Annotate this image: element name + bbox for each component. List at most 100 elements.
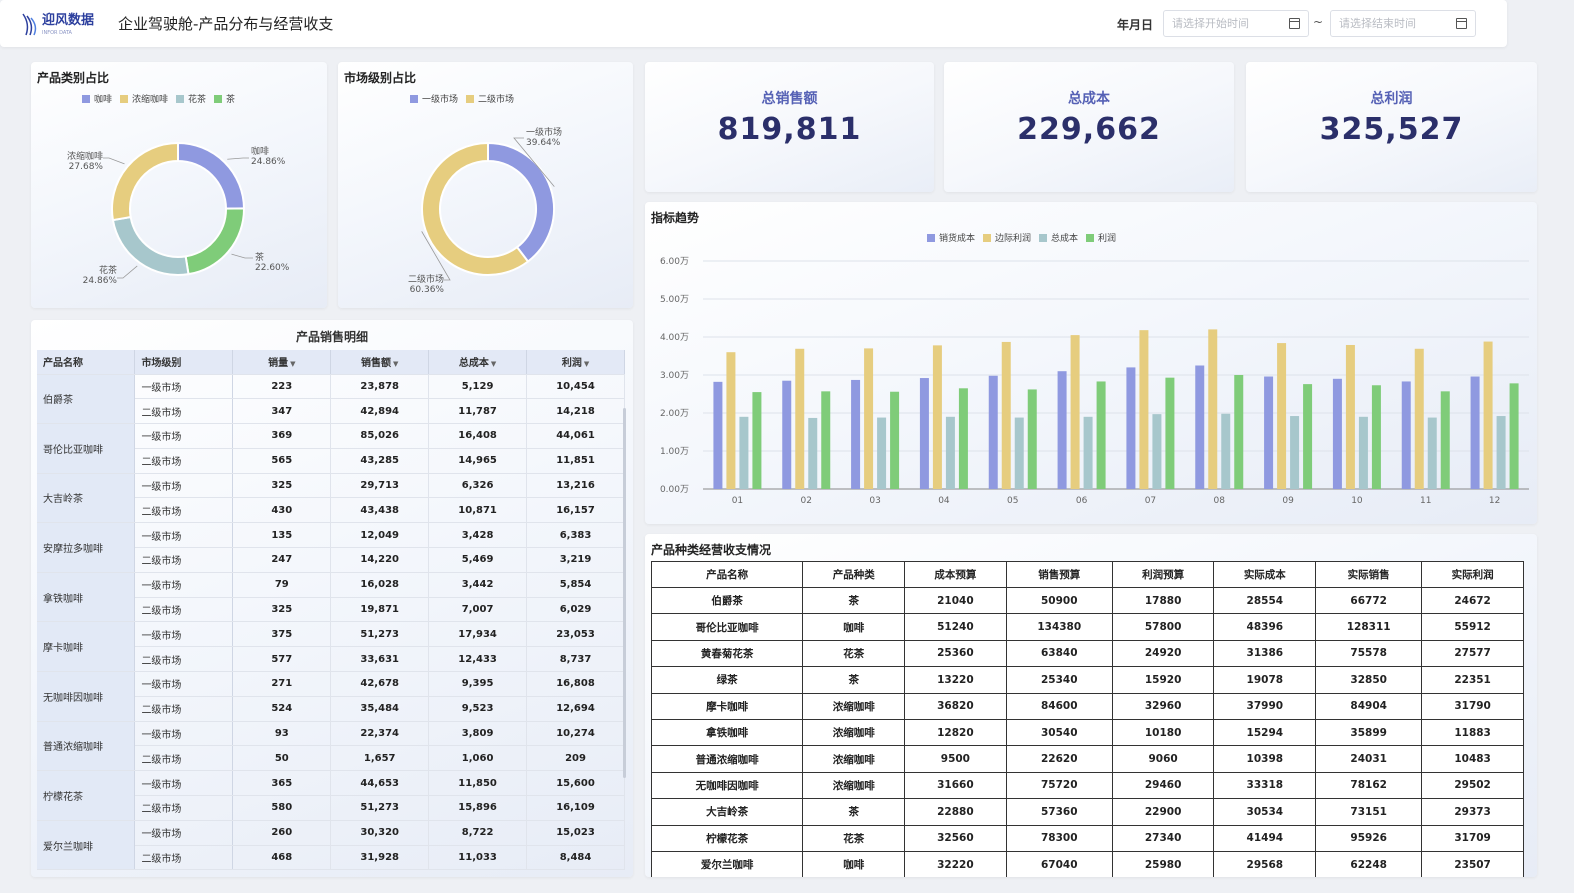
table-row[interactable]: 二级市场 580 51,273 15,896 16,109: [37, 795, 625, 821]
start-date-picker[interactable]: [1163, 10, 1309, 37]
table-row[interactable]: 绿茶茶 13220 25340 15920 19078 32850 22351: [651, 666, 1524, 694]
table-row[interactable]: 拿铁咖啡 一级市场 79 16,028 3,442 5,854: [37, 572, 625, 623]
budget-table-scroll[interactable]: 产品名称 产品种类 成本预算 销售预算 利润预算 实际成本 实际销售 实际利润 伯爵茶茶 210…: [651, 561, 1524, 877]
table-row[interactable]: 伯爵茶 一级市场 223 23,878 5,129 10,454: [37, 374, 625, 425]
sort-icon[interactable]: ▼: [392, 360, 399, 369]
bar-利润-03[interactable]: [890, 391, 900, 489]
legend-item[interactable]: 销货成本: [927, 231, 975, 244]
bar-销货成本-05[interactable]: [988, 375, 998, 489]
bar-总成本-02[interactable]: [808, 417, 818, 489]
table-row[interactable]: 爱尔兰咖啡 咖啡 32220 67040 25980 29568 62248 23507: [651, 850, 1524, 877]
sort-icon[interactable]: ▼: [583, 360, 590, 369]
bar-边际利润-07[interactable]: [1139, 330, 1149, 489]
bar-利润-07[interactable]: [1165, 377, 1175, 489]
column-header[interactable]: 销售额 ▼: [330, 350, 430, 375]
column-header[interactable]: 销量 ▼: [232, 350, 332, 375]
table-row[interactable]: 安摩拉多咖啡 一级市场 135 12,049 3,428 6,383: [37, 522, 625, 573]
table-row[interactable]: 哥伦比亚咖啡 一级市场 369 85,026 16,408 44,061: [37, 423, 625, 474]
legend-item[interactable]: 一级市场: [410, 92, 458, 105]
bar-销货成本-11[interactable]: [1401, 381, 1411, 489]
bar-总成本-09[interactable]: [1290, 416, 1300, 489]
bar-边际利润-08[interactable]: [1208, 329, 1218, 489]
bar-边际利润-02[interactable]: [795, 348, 805, 489]
bar-边际利润-09[interactable]: [1277, 343, 1287, 489]
bar-销货成本-06[interactable]: [1057, 371, 1067, 489]
table-row[interactable]: 二级市场 50 1,657 1,060 209: [37, 745, 625, 772]
table-row[interactable]: 普通浓缩咖啡 一级市场 93 22,374 3,809 10,274: [37, 721, 625, 772]
bar-利润-04[interactable]: [958, 388, 968, 489]
table-row[interactable]: 爱尔兰咖啡 一级市场 260 30,320 8,722 15,023: [37, 820, 625, 871]
bar-利润-08[interactable]: [1234, 375, 1244, 489]
table-row[interactable]: 无咖啡因咖啡 浓缩咖啡 31660 75720 29460 33318 78162 29502: [651, 771, 1524, 800]
bar-利润-02[interactable]: [821, 391, 831, 489]
bar-总成本-03[interactable]: [877, 417, 887, 489]
bar-总成本-08[interactable]: [1221, 413, 1231, 489]
bar-边际利润-11[interactable]: [1414, 348, 1424, 489]
bar-总成本-05[interactable]: [1014, 417, 1024, 489]
calendar-icon[interactable]: [1289, 18, 1300, 29]
bar-边际利润-12[interactable]: [1483, 341, 1493, 489]
bar-销货成本-04[interactable]: [919, 378, 929, 489]
legend-item[interactable]: 边际利润: [983, 231, 1031, 244]
bar-销货成本-03[interactable]: [851, 379, 861, 489]
bar-销货成本-08[interactable]: [1195, 365, 1205, 490]
sort-icon[interactable]: ▼: [290, 360, 296, 369]
table-row[interactable]: 无咖啡因咖啡 一级市场 271 42,678 9,395 16,808: [37, 671, 625, 722]
table-row[interactable]: 大吉岭茶茶 22880 57360 22900 30534 73151 29373: [651, 798, 1524, 826]
table-row[interactable]: 拿铁咖啡 浓缩咖啡 12820 30540 10180 15294 35899 11883: [651, 718, 1524, 747]
bar-边际利润-03[interactable]: [864, 348, 874, 489]
bar-总成本-07[interactable]: [1152, 414, 1162, 489]
column-header[interactable]: 利润 ▼: [526, 350, 625, 375]
donut-slice[interactable]: [177, 141, 246, 210]
bar-总成本-10[interactable]: [1358, 416, 1368, 489]
bar-边际利润-06[interactable]: [1070, 335, 1080, 489]
table-row[interactable]: 二级市场 565 43,285 14,965 11,851: [37, 448, 625, 474]
table-row[interactable]: 哥伦比亚咖啡 咖啡 51240 134380 57800 48396 128311 55912: [651, 613, 1524, 641]
legend-item[interactable]: 利润: [1086, 231, 1116, 244]
calendar-icon[interactable]: [1456, 18, 1467, 29]
bar-销货成本-01[interactable]: [713, 381, 723, 489]
table-row[interactable]: 黄春菊花茶 花茶 25360 63840 24920 31386 75578 27577: [651, 639, 1524, 668]
bar-利润-06[interactable]: [1096, 381, 1106, 489]
end-date-input[interactable]: [1331, 11, 1441, 36]
legend-item[interactable]: 咖啡: [82, 92, 112, 105]
table-row[interactable]: 摩卡咖啡 浓缩咖啡 36820 84600 32960 37990 84904 31790: [651, 692, 1524, 720]
table-row[interactable]: 摩卡咖啡 一级市场 375 51,273 17,934 23,053: [37, 621, 625, 673]
bar-总成本-06[interactable]: [1083, 416, 1093, 489]
legend-item[interactable]: 二级市场: [466, 92, 514, 105]
bar-利润-09[interactable]: [1303, 384, 1313, 489]
bar-利润-10[interactable]: [1371, 385, 1381, 489]
table-row[interactable]: 二级市场 577 33,631 12,433 8,737: [37, 646, 625, 673]
legend-item[interactable]: 花茶: [176, 92, 206, 105]
bar-利润-01[interactable]: [752, 392, 762, 489]
bar-边际利润-10[interactable]: [1345, 344, 1355, 489]
end-date-picker[interactable]: [1330, 10, 1476, 37]
donut-slice[interactable]: [421, 141, 530, 276]
bar-销货成本-10[interactable]: [1332, 378, 1342, 489]
start-date-input[interactable]: [1164, 11, 1274, 36]
donut-slice[interactable]: [487, 141, 555, 263]
bar-销货成本-09[interactable]: [1264, 376, 1274, 489]
donut-slice[interactable]: [184, 207, 245, 276]
legend-item[interactable]: 茶: [214, 92, 235, 105]
bar-销货成本-02[interactable]: [782, 380, 792, 489]
bar-总成本-11[interactable]: [1427, 417, 1437, 489]
detail-table-scroll[interactable]: 产品名称 市场级别 销量 ▼ 销售额 ▼ 总成本 ▼ 利润 ▼ 伯爵茶 一级市场 223 23,878 5…: [37, 350, 627, 877]
sort-icon[interactable]: ▼: [490, 360, 497, 369]
bar-边际利润-01[interactable]: [726, 352, 736, 489]
bar-总成本-12[interactable]: [1496, 416, 1506, 489]
bar-销货成本-07[interactable]: [1126, 367, 1136, 489]
table-row[interactable]: 柠檬花茶 花茶 32560 78300 27340 41494 95926 31709: [651, 824, 1524, 852]
bar-销货成本-12[interactable]: [1470, 376, 1480, 489]
column-header[interactable]: 总成本 ▼: [428, 350, 528, 375]
table-row[interactable]: 柠檬花茶 一级市场 365 44,653 11,850 15,600: [37, 770, 625, 821]
donut-slice[interactable]: [111, 215, 190, 276]
donut-slice[interactable]: [111, 141, 179, 222]
table-row[interactable]: 二级市场 347 42,894 11,787 14,218: [37, 398, 625, 425]
table-row[interactable]: 二级市场 468 31,928 11,033 8,484: [37, 845, 625, 871]
legend-item[interactable]: 浓缩咖啡: [120, 92, 168, 105]
table-row[interactable]: 二级市场 524 35,484 9,523 12,694: [37, 696, 625, 722]
legend-item[interactable]: 总成本: [1039, 231, 1078, 244]
table-row[interactable]: 二级市场 430 43,438 10,871 16,157: [37, 497, 625, 524]
table-row[interactable]: 普通浓缩咖啡 浓缩咖啡 9500 22620 9060 10398 24031 10483: [651, 745, 1524, 773]
